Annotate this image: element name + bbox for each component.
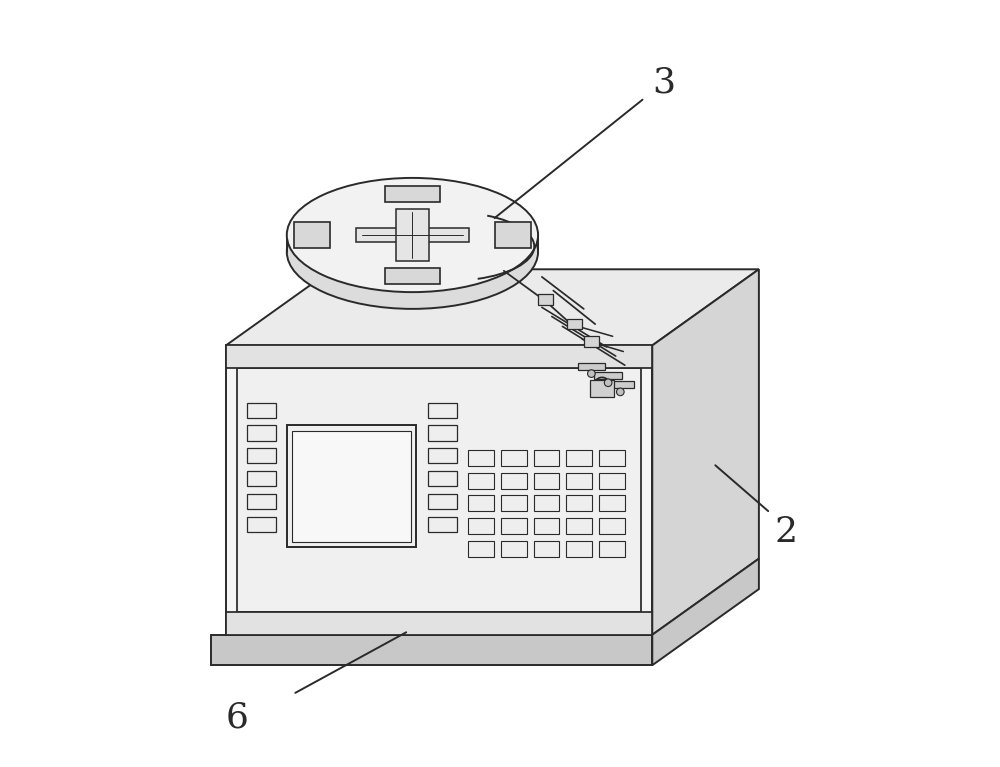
- Bar: [247, 471, 276, 486]
- Bar: [247, 494, 276, 509]
- Bar: [468, 542, 494, 557]
- Polygon shape: [652, 269, 759, 635]
- Text: 6: 6: [226, 700, 249, 734]
- Bar: [599, 542, 625, 557]
- Bar: [501, 472, 527, 489]
- Bar: [599, 495, 625, 512]
- Bar: [566, 495, 592, 512]
- Bar: [501, 495, 527, 512]
- Polygon shape: [237, 368, 641, 612]
- Polygon shape: [226, 269, 759, 345]
- Bar: [501, 542, 527, 557]
- Bar: [599, 472, 625, 489]
- Bar: [566, 518, 592, 535]
- Polygon shape: [385, 186, 440, 202]
- Circle shape: [604, 379, 612, 387]
- Polygon shape: [226, 345, 652, 635]
- Bar: [567, 319, 582, 330]
- Bar: [566, 472, 592, 489]
- Text: 2: 2: [774, 515, 797, 549]
- Bar: [534, 495, 559, 512]
- Polygon shape: [652, 558, 759, 665]
- Polygon shape: [226, 345, 652, 368]
- Bar: [428, 448, 457, 463]
- Bar: [287, 426, 416, 547]
- Ellipse shape: [287, 195, 538, 309]
- Polygon shape: [396, 209, 429, 261]
- Bar: [428, 517, 457, 532]
- Polygon shape: [226, 612, 652, 635]
- Bar: [292, 431, 411, 542]
- Bar: [599, 449, 625, 466]
- Bar: [534, 518, 559, 535]
- Circle shape: [617, 388, 624, 396]
- Bar: [590, 380, 614, 397]
- Bar: [247, 448, 276, 463]
- Polygon shape: [294, 222, 330, 248]
- Bar: [566, 449, 592, 466]
- Bar: [538, 295, 553, 305]
- Bar: [468, 472, 494, 489]
- Bar: [428, 426, 457, 440]
- Circle shape: [588, 370, 595, 377]
- Bar: [468, 449, 494, 466]
- Polygon shape: [495, 222, 531, 248]
- Polygon shape: [211, 635, 652, 665]
- Text: 3: 3: [652, 66, 675, 100]
- Bar: [584, 336, 599, 347]
- Polygon shape: [356, 228, 469, 242]
- Bar: [501, 518, 527, 535]
- Bar: [594, 372, 622, 379]
- Bar: [428, 471, 457, 486]
- Bar: [534, 472, 559, 489]
- Bar: [501, 449, 527, 466]
- Bar: [599, 518, 625, 535]
- Bar: [247, 403, 276, 418]
- Bar: [428, 494, 457, 509]
- Bar: [247, 517, 276, 532]
- Bar: [534, 542, 559, 557]
- Bar: [534, 449, 559, 466]
- Bar: [468, 518, 494, 535]
- Ellipse shape: [287, 178, 538, 292]
- Bar: [566, 542, 592, 557]
- Bar: [468, 495, 494, 512]
- Bar: [247, 426, 276, 440]
- Bar: [578, 363, 605, 370]
- Bar: [607, 381, 634, 388]
- Bar: [428, 403, 457, 418]
- Polygon shape: [385, 268, 440, 284]
